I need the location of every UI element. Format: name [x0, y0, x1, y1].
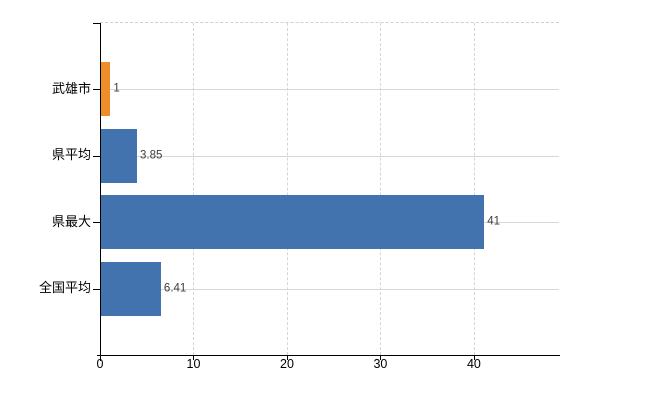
- bar-value-label: 6.41: [163, 281, 187, 294]
- y-axis-tick: [93, 288, 100, 290]
- bar-武雄市: [101, 62, 111, 117]
- bar-県平均: [101, 128, 137, 183]
- y-axis-tick: [93, 23, 100, 24]
- x-tick-label: 20: [280, 357, 294, 371]
- category-gridline: [100, 89, 559, 91]
- y-axis-line: [100, 23, 101, 361]
- bar-value-label: 41: [487, 215, 501, 228]
- vertical-gridline: [193, 23, 195, 355]
- category-gridline: [100, 155, 559, 157]
- x-axis-tick: [100, 356, 101, 360]
- vertical-gridline: [380, 23, 382, 355]
- x-axis-tick: [380, 356, 382, 360]
- category-gridline: [100, 288, 559, 290]
- x-tick-label: 40: [466, 357, 481, 371]
- category-label-武雄市: 武雄市: [51, 80, 91, 96]
- x-axis-tick: [286, 356, 288, 360]
- bar-value-label: 3.85: [139, 149, 163, 162]
- vertical-gridline: [473, 23, 475, 355]
- vertical-gridline: [286, 23, 288, 355]
- bar-value-label: 1: [113, 82, 120, 95]
- y-axis-tick: [93, 89, 100, 91]
- category-label-県最大: 県最大: [51, 213, 91, 229]
- category-label-全国平均: 全国平均: [38, 280, 91, 296]
- x-tick-label: 10: [186, 357, 201, 371]
- x-tick-label: 0: [96, 357, 104, 371]
- x-axis-line: [97, 355, 560, 356]
- x-axis-tick: [473, 356, 475, 360]
- x-tick-label: 30: [373, 357, 388, 371]
- category-label-県平均: 県平均: [51, 147, 91, 163]
- y-axis-tick: [93, 222, 100, 224]
- x-axis-tick: [193, 356, 195, 360]
- bar-全国平均: [101, 261, 161, 316]
- plot-area: 1 3.85 41 6.41: [93, 22, 560, 361]
- bar-県最大: [101, 195, 485, 250]
- y-axis-tick: [93, 155, 100, 157]
